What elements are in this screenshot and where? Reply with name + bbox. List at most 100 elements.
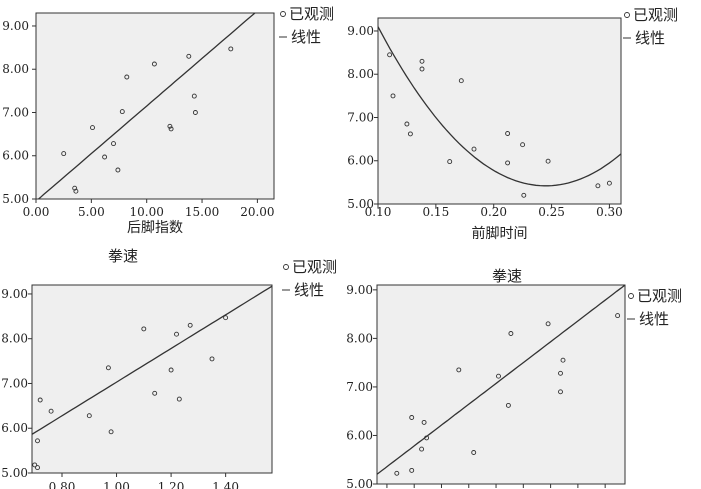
data-point [151,61,157,67]
data-point [419,66,425,72]
data-point [111,141,116,147]
data-point [119,109,125,115]
x-tick-label: 15.00 [185,205,219,219]
y-tick-label: 6.00 [346,428,373,442]
x-tick-label: 0.00 [23,205,50,219]
x-tick-label: 5.00 [78,205,105,219]
data-point [560,357,566,363]
data-point [115,167,121,173]
chart-title: 拳速 [108,247,138,265]
y-tick-label: 7.00 [2,105,29,119]
y-tick-label: 9.00 [2,19,29,33]
data-point [72,185,78,191]
x-axis-title: 后脚指数 [127,220,183,236]
legend-observed-marker [283,264,289,270]
y-tick-label: 8.00 [1,332,28,346]
data-point [508,331,514,336]
y-tick-label: 8.00 [2,62,29,76]
y-tick-label: 7.00 [346,380,373,394]
legend-observed-label: 已观测 [289,5,334,23]
x-axis-title: 前脚时间 [472,225,528,242]
legend-fit-label: 线性 [635,29,665,47]
data-point [192,110,198,115]
y-tick-label: 7.00 [1,376,28,390]
x-tick-label: 0.20 [480,205,507,219]
y-tick-label: 7.00 [347,110,374,124]
data-point [90,125,95,131]
legend-fit-label: 线性 [294,281,324,299]
data-point [505,131,511,136]
chart-punch-speed-left: 5.00 6.00 7.00 8.00 9.00 0.80 1.00 1.20 1.40 拳速已观… [1,247,337,489]
x-tick-label: 0.30 [596,205,623,219]
data-point [595,183,601,189]
data-point [505,160,511,166]
data-point [32,462,38,468]
data-point [61,151,67,157]
y-tick-label: 6.00 [1,421,28,435]
legend-observed-marker [280,11,286,17]
legend-fit-label: 线性 [291,28,321,46]
fit-line [377,285,625,475]
data-point [223,315,229,321]
x-tick-label: 1.40 [212,480,239,489]
data-point [35,465,40,471]
x-tick-label: 0.15 [422,205,449,219]
y-tick-label: 6.00 [347,154,374,168]
y-tick-label: 8.00 [346,331,373,345]
legend-observed-label: 已观测 [292,258,337,276]
y-tick-label: 5.00 [1,466,28,480]
data-point [505,402,511,408]
legend-observed-marker [628,293,634,299]
fit-line [32,285,272,435]
x-tick-label: 1.20 [158,480,185,489]
y-tick-label: 9.00 [347,24,374,38]
x-tick-label: 1.00 [103,480,130,489]
data-point [37,397,43,403]
data-point [176,396,182,402]
data-point [404,121,410,127]
y-tick-label: 9.00 [346,283,373,297]
data-point [48,408,54,414]
x-tick-label: 0.10 [365,205,392,219]
data-point [545,158,551,164]
data-point [167,123,173,129]
x-tick-label: 0.80 [49,480,76,489]
data-point [419,446,425,452]
data-point [186,53,192,59]
x-tick-label: 20.00 [240,205,274,219]
data-point [419,58,425,64]
y-tick-label: 5.00 [346,477,373,489]
y-tick-label: 5.00 [2,192,29,206]
data-point [73,188,79,194]
plot-area [376,284,626,485]
x-tick-label: 10.00 [130,205,164,219]
data-point [35,438,40,444]
chart-title: 拳速 [492,267,522,285]
data-point [458,78,464,84]
data-point [124,74,130,80]
data-point [102,154,108,160]
data-point [558,370,563,376]
legend-observed-label: 已观测 [637,287,682,305]
x-tick-label: 0.25 [538,205,565,219]
data-point [152,390,158,396]
legend-observed-label: 已观测 [633,6,678,24]
data-point [456,367,462,373]
y-tick-label: 5.00 [347,197,374,211]
data-point [615,313,621,319]
data-point [187,322,193,328]
data-point [174,331,179,337]
data-point [558,389,563,395]
data-point [168,367,174,373]
data-point [421,419,427,425]
plot-area [377,17,622,205]
data-point [447,159,453,165]
data-point [471,450,477,455]
fit-line [378,26,621,187]
data-point [606,180,612,186]
data-point [521,192,527,198]
data-point [520,142,526,148]
data-point [191,93,197,99]
chart-hind-foot-index: 5.006.007.008.009.000.00 5.00 10.00 15.00 20… [2,5,334,236]
